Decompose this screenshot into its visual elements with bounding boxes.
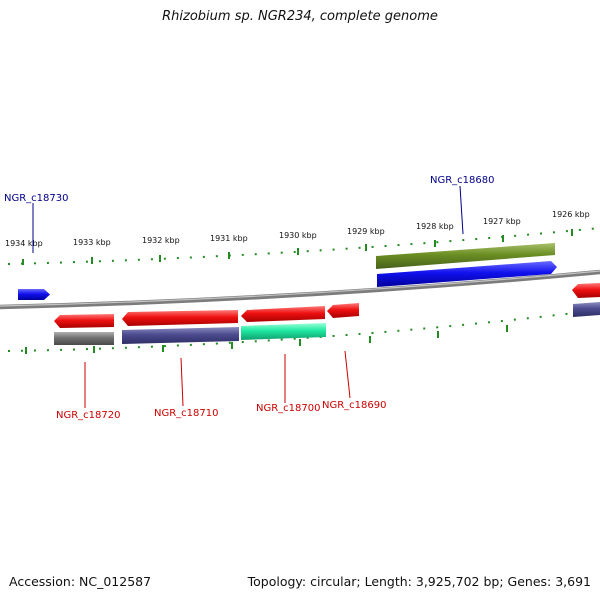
gene-ngr-c18690-arrow[interactable] <box>327 303 359 318</box>
gene-label-ngr-c18700: NGR_c18700 <box>256 403 321 414</box>
gene-ngr-c18730-arrow[interactable] <box>18 289 50 300</box>
tick-label-1927: 1927 kbp <box>483 217 521 226</box>
tick-label-1929: 1929 kbp <box>347 227 385 236</box>
accession-text: Accession: NC_012587 <box>9 574 152 589</box>
gene-labels: NGR_c18730 NGR_c18680 NGR_c18720 NGR_c18… <box>4 175 495 421</box>
tick-label-1933: 1933 kbp <box>73 238 111 247</box>
map-title: Rhizobium sp. NGR234, complete genome <box>162 9 438 24</box>
label-leader-lines <box>32 185 464 408</box>
gene-offscreen-right-arrow[interactable] <box>572 283 600 298</box>
scale-labels: 1934 kbp 1933 kbp 1932 kbp 1931 kbp 1930… <box>5 210 590 248</box>
gene-label-ngr-c18690: NGR_c18690 <box>322 400 387 411</box>
genome-summary-text: Topology: circular; Length: 3,925,702 bp… <box>247 574 591 589</box>
genome-backbone <box>0 269 600 310</box>
upper-scale-ticks <box>22 229 573 265</box>
gene-label-ngr-c18680: NGR_c18680 <box>430 175 495 186</box>
tick-label-1930: 1930 kbp <box>279 231 317 240</box>
tick-label-1932: 1932 kbp <box>142 236 180 245</box>
tick-label-1931: 1931 kbp <box>210 234 248 243</box>
lower-scale-ticks <box>25 325 508 354</box>
genome-backbone-highlight <box>0 270 600 307</box>
gene-ngr-c18680-arrow[interactable] <box>377 261 557 287</box>
tick-label-1926: 1926 kbp <box>552 210 590 219</box>
gene-ngr-c18700-arrow[interactable] <box>241 306 325 322</box>
feature-offscreen-right-purple-bar[interactable] <box>573 302 600 317</box>
feature-ngr-c18700-teal-bar[interactable] <box>241 323 326 340</box>
feature-ngr-c18710-purple-bar[interactable] <box>122 327 239 344</box>
tick-label-1934: 1934 kbp <box>5 239 43 248</box>
tick-label-1928: 1928 kbp <box>416 222 454 231</box>
feature-ngr-c18720-gray-bar[interactable] <box>54 332 114 345</box>
feature-ngr-c18680-olive-bar[interactable] <box>376 243 555 269</box>
gene-label-ngr-c18730: NGR_c18730 <box>4 193 69 204</box>
gene-ngr-c18720-arrow[interactable] <box>54 314 114 328</box>
gene-ngr-c18710-arrow[interactable] <box>122 310 238 326</box>
gene-label-ngr-c18710: NGR_c18710 <box>154 408 219 419</box>
gene-label-ngr-c18720: NGR_c18720 <box>56 410 121 421</box>
